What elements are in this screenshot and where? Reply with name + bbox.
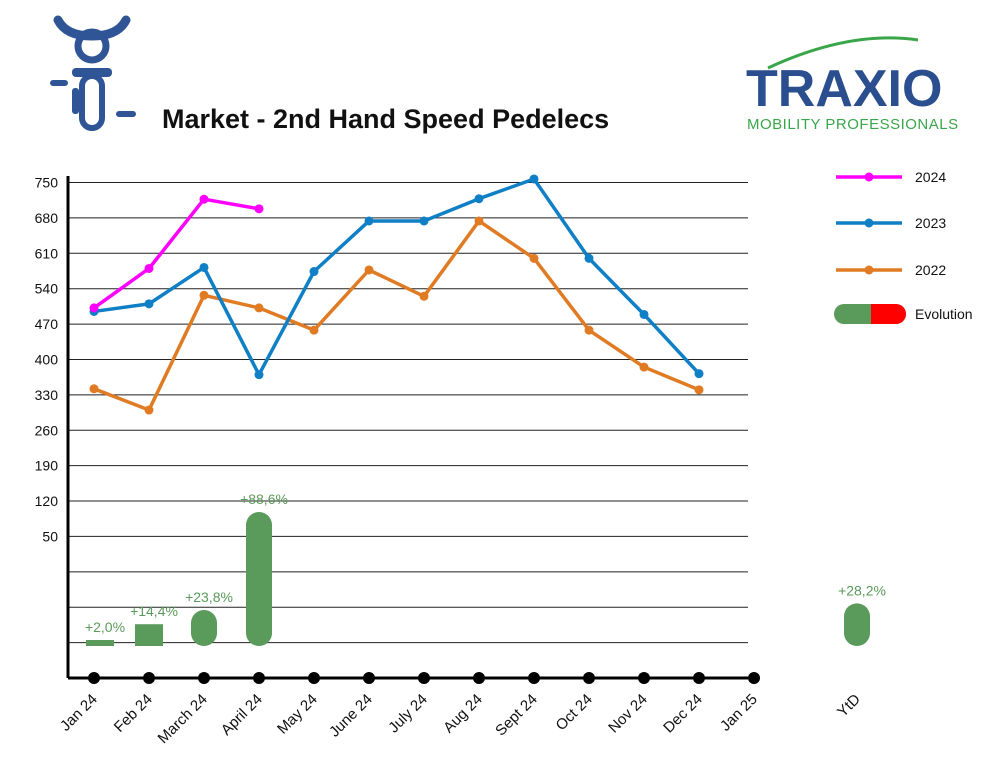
x-tick-8: Sept 24	[492, 691, 541, 740]
y-tick-9: 680	[35, 210, 59, 226]
point-2023-10	[639, 309, 649, 319]
x-axis-marker-11	[693, 672, 705, 684]
x-tick-7: Aug 24	[440, 691, 486, 737]
x-tick-12: Jan 25	[717, 691, 761, 735]
logo-tagline: MOBILITY PROFESSIONALS	[747, 116, 959, 133]
y-tick-10: 750	[35, 175, 59, 191]
y-tick-0: 50	[42, 528, 58, 544]
x-axis-marker-12	[748, 672, 760, 684]
y-tick-2: 190	[35, 458, 59, 474]
series-line-2023	[93, 177, 701, 377]
x-tick-9: Oct 24	[553, 691, 596, 734]
evolution-bar-2	[191, 610, 217, 646]
x-axis-marker-1	[143, 672, 155, 684]
axes	[66, 176, 760, 684]
y-axis-ticks: 50 120 190 260 330 400 470 540 610 680 750	[35, 175, 59, 545]
x-tick-1: Feb 24	[111, 691, 156, 736]
x-tick-11: Dec 24	[660, 691, 706, 737]
point-2023-6	[419, 216, 429, 226]
evolution-label-1: +14,4%	[130, 603, 178, 619]
evolution-label-2: +23,8%	[185, 589, 233, 605]
x-tick-6: July 24	[385, 691, 431, 737]
point-2024-3	[254, 204, 264, 214]
legend-label-2022: 2022	[915, 262, 946, 278]
x-axis-marker-4	[308, 672, 320, 684]
point-2024-0	[89, 303, 99, 313]
x-axis-marker-10	[638, 672, 650, 684]
point-2022-2	[199, 290, 209, 300]
point-2022-5	[364, 265, 374, 275]
point-2022-9	[584, 325, 594, 335]
x-axis-marker-8	[528, 672, 540, 684]
y-tick-8: 610	[35, 245, 59, 261]
x-axis-marker-6	[418, 672, 430, 684]
x-tick-3: April 24	[218, 691, 266, 739]
logo-text: TRAXIO	[746, 60, 942, 118]
point-2022-7	[474, 216, 484, 226]
y-tick-6: 470	[35, 316, 59, 332]
x-tick-0: Jan 24	[57, 691, 101, 735]
x-axis-marker-7	[473, 672, 485, 684]
point-2023-2	[199, 262, 209, 272]
x-axis-marker-2	[198, 672, 210, 684]
evolution-label-3: +88,6%	[240, 491, 288, 507]
x-tick-4: May 24	[274, 691, 321, 738]
point-2023-3	[254, 370, 264, 380]
evolution-bar-ytd	[844, 603, 870, 646]
y-tick-3: 260	[35, 422, 59, 438]
point-2022-4	[309, 325, 319, 335]
point-2023-7	[474, 194, 484, 204]
legend-label-2023: 2023	[915, 215, 946, 231]
x-tick-ytd: YtD	[834, 691, 864, 721]
legend-marker-2023	[864, 218, 874, 228]
x-axis-marker-5	[363, 672, 375, 684]
series-lines	[89, 174, 704, 415]
point-2022-3	[254, 303, 264, 313]
y-tick-7: 540	[35, 281, 59, 297]
point-2022-0	[89, 384, 99, 394]
x-axis-marker-3	[253, 672, 265, 684]
legend-marker-2022	[864, 265, 874, 275]
point-2022-8	[529, 253, 539, 263]
evolution-label-0: +2,0%	[85, 619, 125, 635]
x-tick-5: June 24	[326, 691, 376, 741]
point-2024-1	[144, 263, 154, 273]
evolution-bar-3	[246, 512, 272, 646]
point-2022-11	[694, 385, 704, 395]
legend-label-evolution: Evolution	[915, 306, 973, 322]
point-2022-1	[144, 405, 154, 415]
point-2023-8	[529, 174, 539, 184]
point-2022-10	[639, 362, 649, 372]
series-line-2024	[92, 197, 260, 310]
legend-label-2024: 2024	[915, 169, 946, 185]
y-tick-1: 120	[35, 493, 59, 509]
x-axis-marker-0	[88, 672, 100, 684]
point-2023-11	[694, 369, 704, 379]
x-tick-2: March 24	[155, 691, 211, 747]
legend: 2024 2023 2022 Evolution	[834, 169, 973, 324]
y-tick-5: 400	[35, 351, 59, 367]
point-2022-6	[419, 291, 429, 301]
point-2023-5	[364, 216, 374, 226]
legend-marker-2024	[864, 172, 874, 182]
grid-lines	[68, 182, 748, 644]
point-2023-9	[584, 253, 594, 263]
point-2023-1	[144, 299, 154, 309]
evolution-bar-1	[135, 624, 163, 646]
x-tick-10: Nov 24	[605, 691, 651, 737]
series-line-2022	[93, 219, 700, 412]
x-axis-marker-9	[583, 672, 595, 684]
evolution-bar-0	[86, 640, 114, 646]
y-tick-4: 330	[35, 387, 59, 403]
evolution-label-ytd: +28,2%	[838, 582, 886, 598]
legend-evolution-negative	[871, 304, 906, 324]
point-2023-4	[309, 267, 319, 277]
chart-title: Market - 2nd Hand Speed Pedelecs	[162, 104, 609, 134]
rider-icon	[50, 15, 136, 131]
evolution-bars: +2,0% +14,4% +23,8% +88,6% +28,2%	[85, 491, 886, 646]
traxio-logo: TRAXIO MOBILITY PROFESSIONALS	[746, 36, 959, 133]
point-2024-2	[199, 194, 209, 204]
